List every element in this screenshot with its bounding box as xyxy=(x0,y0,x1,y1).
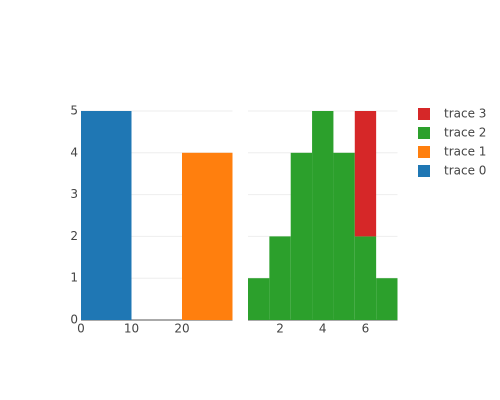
y-tick-label: 4 xyxy=(70,145,78,159)
x-tick-label: 0 xyxy=(77,322,85,336)
legend-swatch xyxy=(418,146,430,158)
x-tick-label: 4 xyxy=(319,322,327,336)
legend-swatch xyxy=(418,127,430,139)
legend-label: trace 2 xyxy=(444,126,486,140)
x-tick-label: 20 xyxy=(174,322,189,336)
y-tick-label: 2 xyxy=(70,229,78,243)
bar xyxy=(376,278,398,320)
bar xyxy=(269,236,291,320)
legend-swatch xyxy=(418,165,430,177)
legend-label: trace 3 xyxy=(444,107,486,121)
legend-label: trace 0 xyxy=(444,164,486,178)
bar xyxy=(182,152,233,320)
bar xyxy=(248,278,270,320)
y-tick-label: 3 xyxy=(70,187,78,201)
bar xyxy=(290,152,313,320)
x-tick-label: 2 xyxy=(276,322,284,336)
x-tick-label: 10 xyxy=(124,322,139,336)
y-tick-label: 1 xyxy=(70,271,78,285)
y-tick-label: 0 xyxy=(70,313,78,327)
bar xyxy=(333,152,355,320)
x-tick-label: 6 xyxy=(362,322,370,336)
bar xyxy=(81,111,132,320)
bar xyxy=(312,111,334,320)
y-tick-label: 5 xyxy=(70,104,78,118)
legend-swatch xyxy=(418,108,430,120)
legend-label: trace 1 xyxy=(444,145,486,159)
bar xyxy=(354,236,377,320)
bar xyxy=(354,111,377,237)
